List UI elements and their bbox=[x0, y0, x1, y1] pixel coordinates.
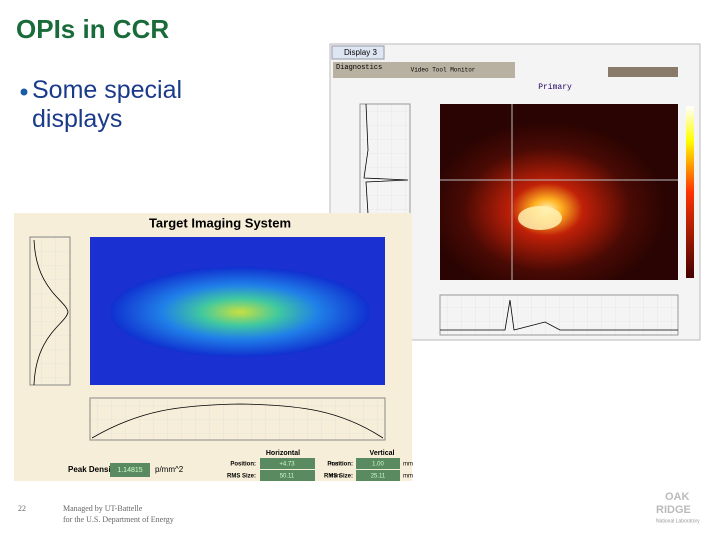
bullet-text: Some special displays bbox=[32, 76, 183, 133]
value: 50.11 bbox=[280, 474, 295, 480]
window-title: Target Imaging System bbox=[149, 215, 291, 230]
profile-plot bbox=[29, 236, 71, 386]
page-number: 22 bbox=[18, 504, 26, 513]
value-box bbox=[356, 458, 400, 469]
bottom-profile bbox=[439, 294, 679, 336]
value-box bbox=[260, 458, 315, 469]
toolbar-left: Diagnostics bbox=[336, 64, 382, 72]
toolbar-center: Video Tool Monitor bbox=[411, 67, 476, 74]
value-box bbox=[356, 470, 400, 481]
label: Position: bbox=[327, 462, 353, 468]
value: 1.00 bbox=[372, 462, 384, 468]
label: Peak Density: bbox=[68, 465, 120, 474]
column-header: Vertical bbox=[370, 450, 395, 457]
unit: mm bbox=[403, 474, 413, 480]
toolbar bbox=[333, 62, 515, 78]
unit: mm bbox=[403, 462, 413, 468]
footer-line: for the U.S. Department of Energy bbox=[63, 515, 174, 524]
label: RMS Size: bbox=[227, 474, 256, 480]
colorbar bbox=[686, 106, 694, 278]
unit: mm bbox=[330, 462, 340, 468]
bottom-profile-line bbox=[91, 403, 384, 439]
value: 25.11 bbox=[371, 474, 386, 480]
value-box bbox=[110, 463, 150, 477]
tab-label: Display 3 bbox=[344, 48, 377, 57]
unit: p/mm^2 bbox=[155, 465, 184, 474]
hot-spot bbox=[518, 206, 562, 230]
column-header: Horizontal bbox=[266, 450, 300, 457]
bullet-box: Some special displays bbox=[32, 76, 183, 133]
value: +4.73 bbox=[279, 462, 295, 468]
logo-text: OAK bbox=[665, 491, 690, 503]
target-window: Target Imaging System Peak Density: 1.14… bbox=[14, 213, 413, 481]
plot-title: Primary bbox=[538, 83, 572, 92]
bottom-profile bbox=[89, 397, 386, 441]
unit: mm bbox=[330, 474, 340, 480]
beam-blob bbox=[110, 267, 370, 357]
slide-title: OPIs in CCR bbox=[16, 14, 169, 44]
logo-text: National Laboratory bbox=[656, 518, 700, 524]
bottom-profile-line bbox=[440, 299, 678, 331]
footer-line: Managed by UT-Battelle bbox=[63, 504, 143, 513]
bullet-dot bbox=[20, 88, 28, 96]
heatmap bbox=[440, 104, 678, 280]
label: RMS Size: bbox=[324, 474, 353, 480]
value: 1.14815 bbox=[117, 467, 142, 474]
toolbar-button[interactable] bbox=[608, 67, 678, 77]
label: Position: bbox=[230, 462, 256, 468]
profile-line bbox=[33, 239, 69, 386]
tab[interactable] bbox=[331, 45, 385, 60]
logo-text: RIDGE bbox=[656, 504, 691, 516]
value-box bbox=[260, 470, 315, 481]
